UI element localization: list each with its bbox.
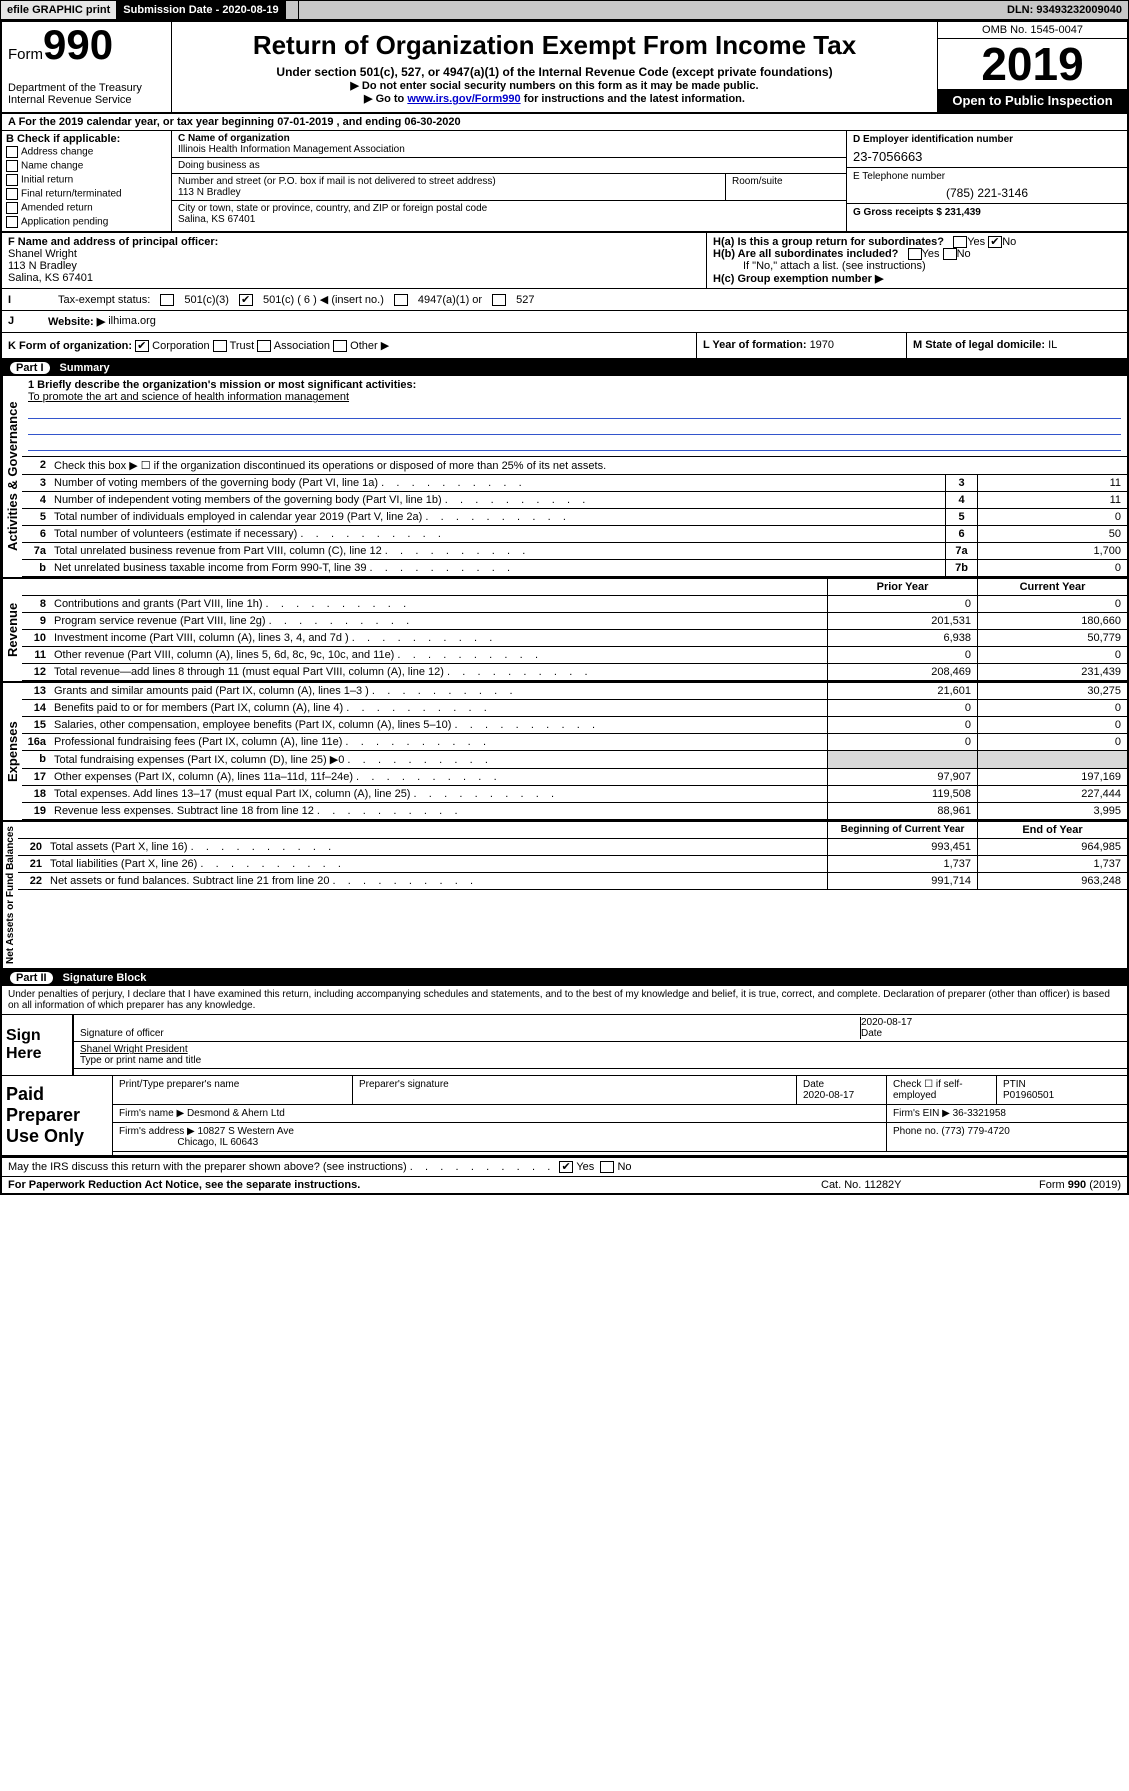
telephone: (785) 221-3146 bbox=[853, 182, 1121, 200]
checkbox[interactable] bbox=[6, 160, 18, 172]
hb-yes[interactable] bbox=[908, 248, 922, 260]
sign-here-block: Sign Here Signature of officer2020-08-17… bbox=[2, 1015, 1127, 1076]
chk-4947[interactable] bbox=[394, 294, 408, 306]
dln: DLN: 93493232009040 bbox=[1001, 1, 1128, 19]
box-c: C Name of organization Illinois Health I… bbox=[172, 131, 847, 231]
discuss-row: May the IRS discuss this return with the… bbox=[2, 1157, 1127, 1176]
chk-other[interactable] bbox=[333, 340, 347, 352]
ptin: P01960501 bbox=[1003, 1090, 1054, 1101]
vlabel-ag: Activities & Governance bbox=[2, 376, 22, 577]
state-domicile: IL bbox=[1048, 339, 1057, 351]
checkbox[interactable] bbox=[6, 146, 18, 158]
gross-receipts: G Gross receipts $ 231,439 bbox=[847, 204, 1127, 231]
discuss-yes[interactable] bbox=[559, 1161, 573, 1173]
top-toolbar: efile GRAPHIC print Submission Date - 20… bbox=[0, 0, 1129, 20]
year-formation: 1970 bbox=[810, 339, 834, 351]
hb-no[interactable] bbox=[943, 248, 957, 260]
chk-corp[interactable] bbox=[135, 340, 149, 352]
chk-501c3[interactable] bbox=[160, 294, 174, 306]
box-f: F Name and address of principal officer:… bbox=[2, 233, 707, 288]
subtitle-2a: ▶ Do not enter social security numbers o… bbox=[180, 79, 929, 92]
checkbox[interactable] bbox=[6, 216, 18, 228]
firm-name: Desmond & Ahern Ltd bbox=[187, 1108, 285, 1119]
part-ii-header: Part II Signature Block bbox=[2, 970, 1127, 986]
dept-treasury: Department of the Treasury Internal Reve… bbox=[8, 82, 165, 106]
penalty-statement: Under penalties of perjury, I declare th… bbox=[2, 986, 1127, 1015]
checkbox[interactable] bbox=[6, 174, 18, 186]
box-d-e-g: D Employer identification number23-70566… bbox=[847, 131, 1127, 231]
ein: 23-7056663 bbox=[853, 145, 1121, 164]
chk-501c[interactable] bbox=[239, 294, 253, 306]
form-number: Form990 bbox=[8, 26, 165, 64]
form-990: Form990 Department of the Treasury Inter… bbox=[0, 20, 1129, 1195]
firm-ein: 36-3321958 bbox=[953, 1108, 1006, 1119]
efile-print[interactable]: efile GRAPHIC print bbox=[1, 1, 117, 19]
sign-date: 2020-08-17 bbox=[861, 1017, 912, 1028]
firm-addr: 10827 S Western Ave bbox=[198, 1126, 294, 1137]
open-public: Open to Public Inspection bbox=[938, 89, 1127, 112]
omb-number: OMB No. 1545-0047 bbox=[938, 22, 1127, 39]
page-footer: For Paperwork Reduction Act Notice, see … bbox=[2, 1176, 1127, 1193]
chk-assoc[interactable] bbox=[257, 340, 271, 352]
chk-trust[interactable] bbox=[213, 340, 227, 352]
vlabel-na: Net Assets or Fund Balances bbox=[2, 822, 18, 968]
box-h: H(a) Is this a group return for subordin… bbox=[707, 233, 1127, 288]
mission-text: To promote the art and science of health… bbox=[28, 391, 349, 403]
ha-yes[interactable] bbox=[953, 236, 967, 248]
firm-phone: (773) 779-4720 bbox=[941, 1126, 1009, 1137]
checkbox[interactable] bbox=[6, 188, 18, 200]
checkbox[interactable] bbox=[6, 202, 18, 214]
subtitle-2b: ▶ Go to www.irs.gov/Form990 for instruct… bbox=[180, 92, 929, 105]
form990-link[interactable]: www.irs.gov/Form990 bbox=[407, 93, 520, 105]
box-b: B Check if applicable: Address changeNam… bbox=[2, 131, 172, 231]
k-l-m-row: K Form of organization: Corporation Trus… bbox=[2, 333, 1127, 360]
website-row: J Website: ▶ ilhima.org bbox=[2, 310, 1127, 333]
tax-exempt-status: I Tax-exempt status: 501(c)(3) 501(c) ( … bbox=[2, 288, 1127, 310]
form-title: Return of Organization Exempt From Incom… bbox=[180, 30, 929, 61]
subtitle-1: Under section 501(c), 527, or 4947(a)(1)… bbox=[180, 65, 929, 79]
prep-date: 2020-08-17 bbox=[803, 1090, 854, 1101]
chk-527[interactable] bbox=[492, 294, 506, 306]
org-name: Illinois Health Information Management A… bbox=[178, 144, 405, 155]
part-i-header: Part I Summary bbox=[2, 360, 1127, 376]
tax-year: 2019 bbox=[938, 39, 1127, 89]
officer-name: Shanel Wright President bbox=[80, 1044, 188, 1055]
website-url: ilhima.org bbox=[108, 315, 156, 328]
vlabel-rev: Revenue bbox=[2, 579, 22, 681]
vlabel-exp: Expenses bbox=[2, 683, 22, 820]
paid-preparer-block: Paid Preparer Use Only Print/Type prepar… bbox=[2, 1076, 1127, 1157]
mission-block: 1 Briefly describe the organization's mi… bbox=[22, 376, 1127, 457]
city-state-zip: Salina, KS 67401 bbox=[178, 214, 255, 225]
submission-date: Submission Date - 2020-08-19 bbox=[117, 1, 285, 19]
ha-no[interactable] bbox=[988, 236, 1002, 248]
section-a: A For the 2019 calendar year, or tax yea… bbox=[2, 114, 1127, 131]
street-address: 113 N Bradley bbox=[178, 187, 241, 198]
discuss-no[interactable] bbox=[600, 1161, 614, 1173]
